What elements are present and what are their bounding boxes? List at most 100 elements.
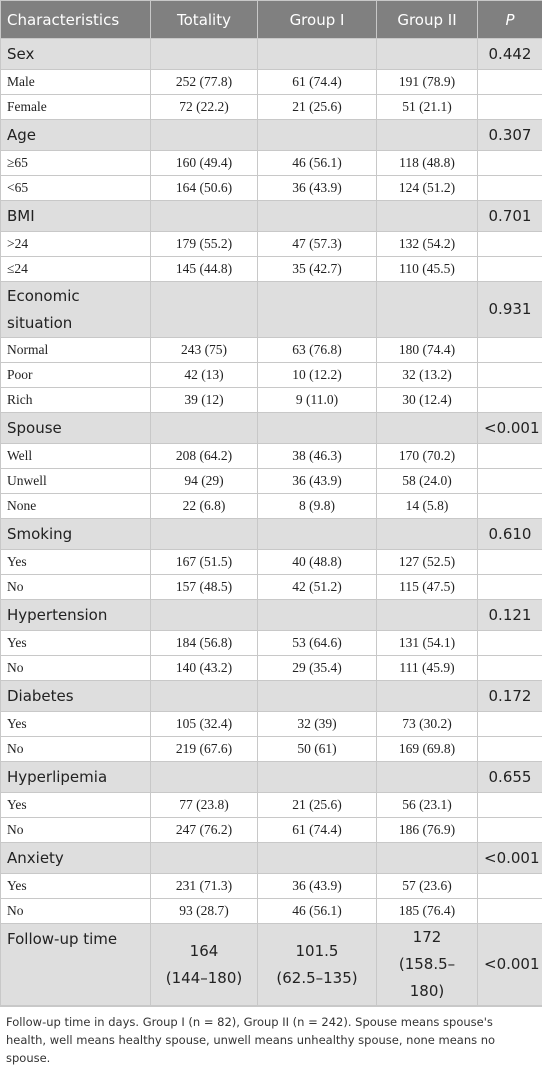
footnote: Follow-up time in days. Group I (n = 82)…: [0, 1006, 542, 1067]
group-label: Smoking: [1, 519, 151, 550]
empty-cell: [377, 201, 478, 232]
data-cell: 145 (44.8): [151, 257, 258, 282]
empty-cell: [151, 681, 258, 712]
data-cell: 21 (25.6): [258, 793, 377, 818]
data-cell: No: [1, 737, 151, 762]
data-cell: 72 (22.2): [151, 95, 258, 120]
header-cell: Group II: [377, 1, 478, 39]
empty-cell: [377, 843, 478, 874]
data-cell: Normal: [1, 338, 151, 363]
data-cell: 110 (45.5): [377, 257, 478, 282]
p-value: 0.121: [478, 600, 542, 631]
empty-cell: [478, 793, 542, 818]
p-value: 0.655: [478, 762, 542, 793]
group-row: Spouse <0.001: [1, 413, 542, 444]
header-cell: Characteristics: [1, 1, 151, 39]
data-cell: No: [1, 575, 151, 600]
data-cell: 186 (76.9): [377, 818, 478, 843]
empty-cell: [478, 874, 542, 899]
data-cell: 46 (56.1): [258, 899, 377, 924]
data-cell: 14 (5.8): [377, 494, 478, 519]
group-label: Sex: [1, 39, 151, 70]
data-cell: 94 (29): [151, 469, 258, 494]
follow-up-cell: 172(158.5–180): [377, 924, 478, 1006]
header-cell: P: [478, 1, 542, 39]
data-cell: 61 (74.4): [258, 70, 377, 95]
data-cell: 40 (48.8): [258, 550, 377, 575]
data-cell: 140 (43.2): [151, 656, 258, 681]
data-cell: 63 (76.8): [258, 338, 377, 363]
p-value: 0.610: [478, 519, 542, 550]
data-cell: 57 (23.6): [377, 874, 478, 899]
empty-cell: [151, 600, 258, 631]
group-label: Spouse: [1, 413, 151, 444]
empty-cell: [377, 600, 478, 631]
group-label: Hyperlipemia: [1, 762, 151, 793]
p-value: <0.001: [478, 413, 542, 444]
data-cell: 157 (48.5): [151, 575, 258, 600]
data-cell: No: [1, 818, 151, 843]
data-cell: Yes: [1, 874, 151, 899]
group-label: Age: [1, 120, 151, 151]
data-cell: Unwell: [1, 469, 151, 494]
empty-cell: [377, 413, 478, 444]
data-cell: 8 (9.8): [258, 494, 377, 519]
data-cell: 93 (28.7): [151, 899, 258, 924]
empty-cell: [478, 818, 542, 843]
empty-cell: [258, 282, 377, 338]
empty-cell: [258, 201, 377, 232]
empty-cell: [478, 575, 542, 600]
data-cell: ≤24: [1, 257, 151, 282]
data-cell: 167 (51.5): [151, 550, 258, 575]
empty-cell: [478, 444, 542, 469]
empty-cell: [478, 899, 542, 924]
data-cell: 47 (57.3): [258, 232, 377, 257]
group-row: Hyperlipemia 0.655: [1, 762, 542, 793]
data-cell: 170 (70.2): [377, 444, 478, 469]
empty-cell: [478, 469, 542, 494]
data-cell: 29 (35.4): [258, 656, 377, 681]
empty-cell: [258, 39, 377, 70]
follow-up-cell: 164(144–180): [151, 924, 258, 1006]
empty-cell: [258, 762, 377, 793]
data-cell: 38 (46.3): [258, 444, 377, 469]
data-cell: 105 (32.4): [151, 712, 258, 737]
data-cell: 164 (50.6): [151, 176, 258, 201]
empty-cell: [377, 762, 478, 793]
data-cell: 61 (74.4): [258, 818, 377, 843]
data-cell: 42 (51.2): [258, 575, 377, 600]
data-cell: 180 (74.4): [377, 338, 478, 363]
data-cell: Yes: [1, 712, 151, 737]
empty-cell: [258, 120, 377, 151]
group-label: Diabetes: [1, 681, 151, 712]
data-cell: 36 (43.9): [258, 176, 377, 201]
empty-cell: [258, 681, 377, 712]
data-cell: >24: [1, 232, 151, 257]
data-cell: 58 (24.0): [377, 469, 478, 494]
follow-up-line: 101.5: [264, 938, 370, 965]
data-cell: 46 (56.1): [258, 151, 377, 176]
p-value: <0.001: [478, 924, 542, 1006]
empty-cell: [478, 550, 542, 575]
data-cell: 77 (23.8): [151, 793, 258, 818]
p-value: 0.931: [478, 282, 542, 338]
data-cell: ≥65: [1, 151, 151, 176]
follow-up-cell: 101.5(62.5–135): [258, 924, 377, 1006]
empty-cell: [151, 201, 258, 232]
empty-cell: [478, 712, 542, 737]
